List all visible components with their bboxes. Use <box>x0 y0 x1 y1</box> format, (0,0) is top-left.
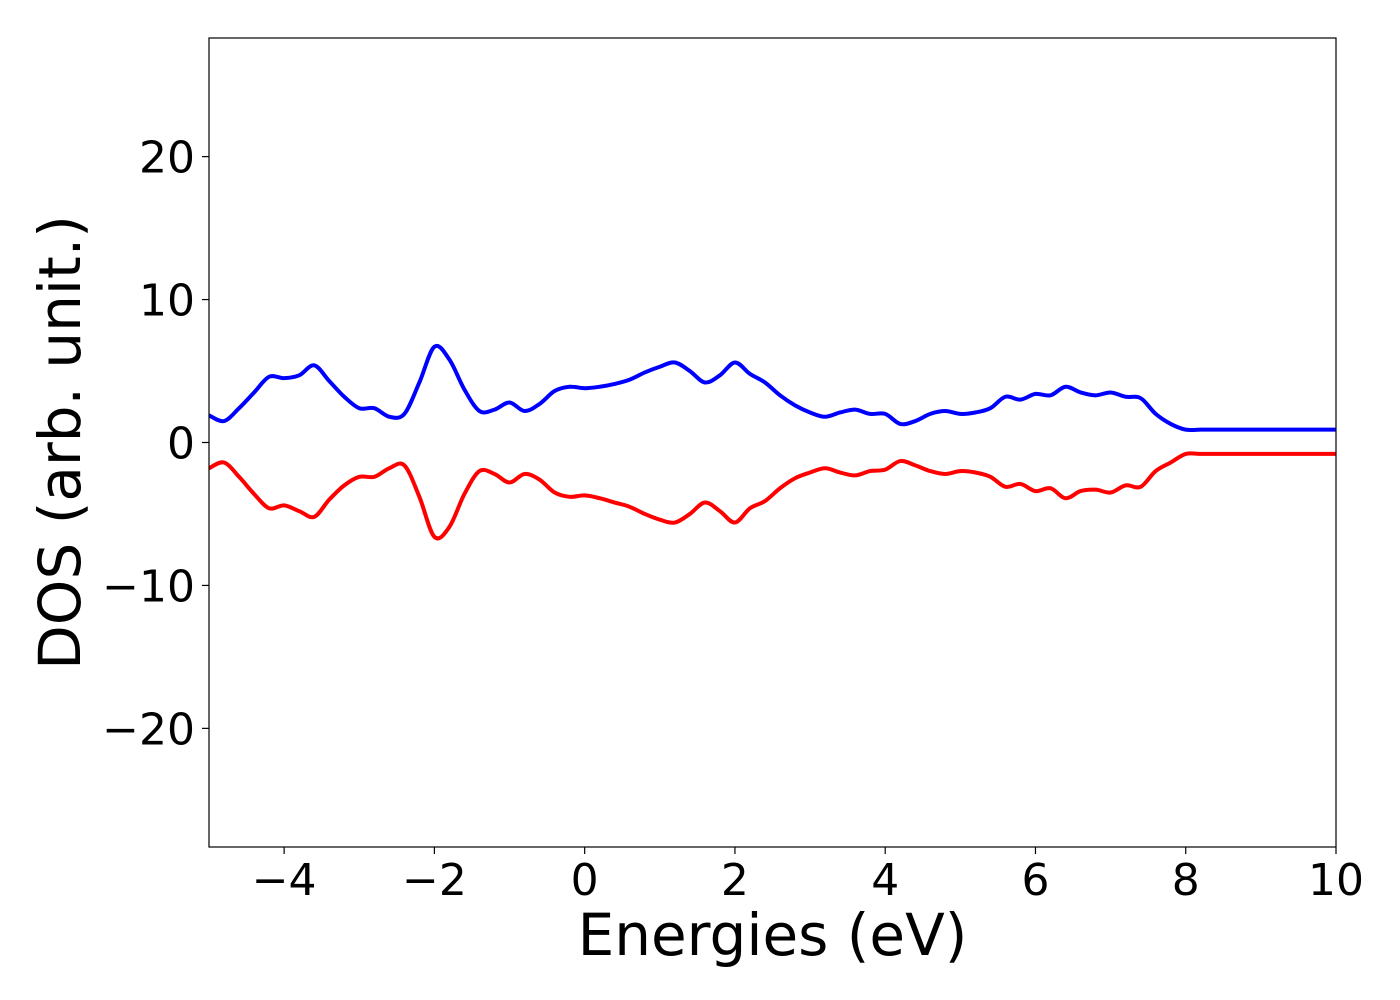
x-tick-label: 6 <box>1021 855 1049 906</box>
x-tick-label: 10 <box>1308 855 1364 906</box>
series-line-red <box>209 451 1336 541</box>
x-tick-label: 2 <box>721 855 749 906</box>
x-tick-label: 8 <box>1172 855 1200 906</box>
y-tick-label: −20 <box>102 704 195 755</box>
x-axis-label: Energies (eV) <box>578 901 968 969</box>
x-tick-label: −2 <box>402 855 467 906</box>
y-tick-label: −10 <box>102 561 195 612</box>
y-tick-label: 10 <box>139 276 195 327</box>
plot-area <box>209 343 1336 541</box>
y-axis: −20 −10 0 10 20 <box>102 133 209 755</box>
y-axis-label: DOS (arb. unit.) <box>26 215 94 670</box>
x-tick-label: 0 <box>571 855 599 906</box>
y-tick-label: 20 <box>139 133 195 184</box>
x-tick-label: −4 <box>252 855 317 906</box>
plot-frame <box>208 37 1337 848</box>
x-axis: −4 −2 0 2 4 6 8 10 <box>252 847 1364 906</box>
x-tick-label: 4 <box>871 855 899 906</box>
series-line-blue <box>209 343 1336 433</box>
y-tick-label: 0 <box>167 419 195 470</box>
